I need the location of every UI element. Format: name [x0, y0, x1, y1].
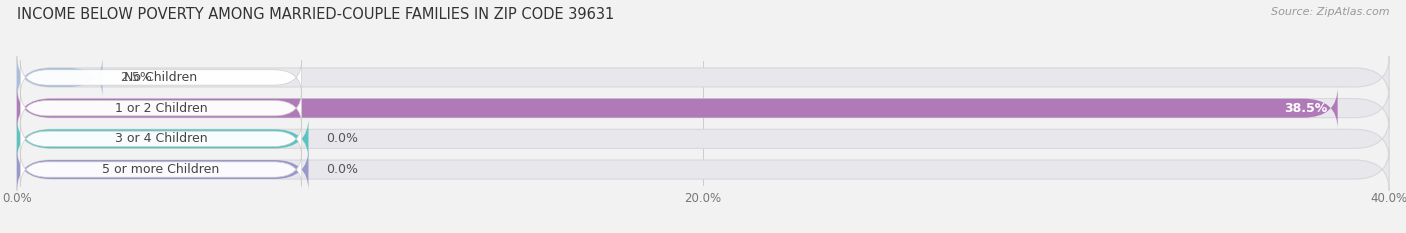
Text: 0.0%: 0.0%: [326, 163, 357, 176]
Text: 38.5%: 38.5%: [1284, 102, 1327, 115]
FancyBboxPatch shape: [20, 122, 302, 156]
FancyBboxPatch shape: [17, 87, 1389, 129]
Text: INCOME BELOW POVERTY AMONG MARRIED-COUPLE FAMILIES IN ZIP CODE 39631: INCOME BELOW POVERTY AMONG MARRIED-COUPL…: [17, 7, 614, 22]
FancyBboxPatch shape: [17, 148, 1389, 191]
FancyBboxPatch shape: [17, 148, 308, 191]
Text: 5 or more Children: 5 or more Children: [103, 163, 219, 176]
Text: 3 or 4 Children: 3 or 4 Children: [115, 132, 207, 145]
Text: No Children: No Children: [124, 71, 197, 84]
FancyBboxPatch shape: [17, 118, 1389, 160]
FancyBboxPatch shape: [20, 91, 302, 125]
Text: 1 or 2 Children: 1 or 2 Children: [115, 102, 207, 115]
Text: 0.0%: 0.0%: [326, 132, 357, 145]
FancyBboxPatch shape: [20, 153, 302, 186]
FancyBboxPatch shape: [20, 61, 302, 94]
Text: Source: ZipAtlas.com: Source: ZipAtlas.com: [1271, 7, 1389, 17]
FancyBboxPatch shape: [17, 56, 103, 99]
FancyBboxPatch shape: [17, 87, 1337, 129]
Text: 2.5%: 2.5%: [120, 71, 152, 84]
FancyBboxPatch shape: [17, 56, 1389, 99]
FancyBboxPatch shape: [17, 118, 308, 160]
